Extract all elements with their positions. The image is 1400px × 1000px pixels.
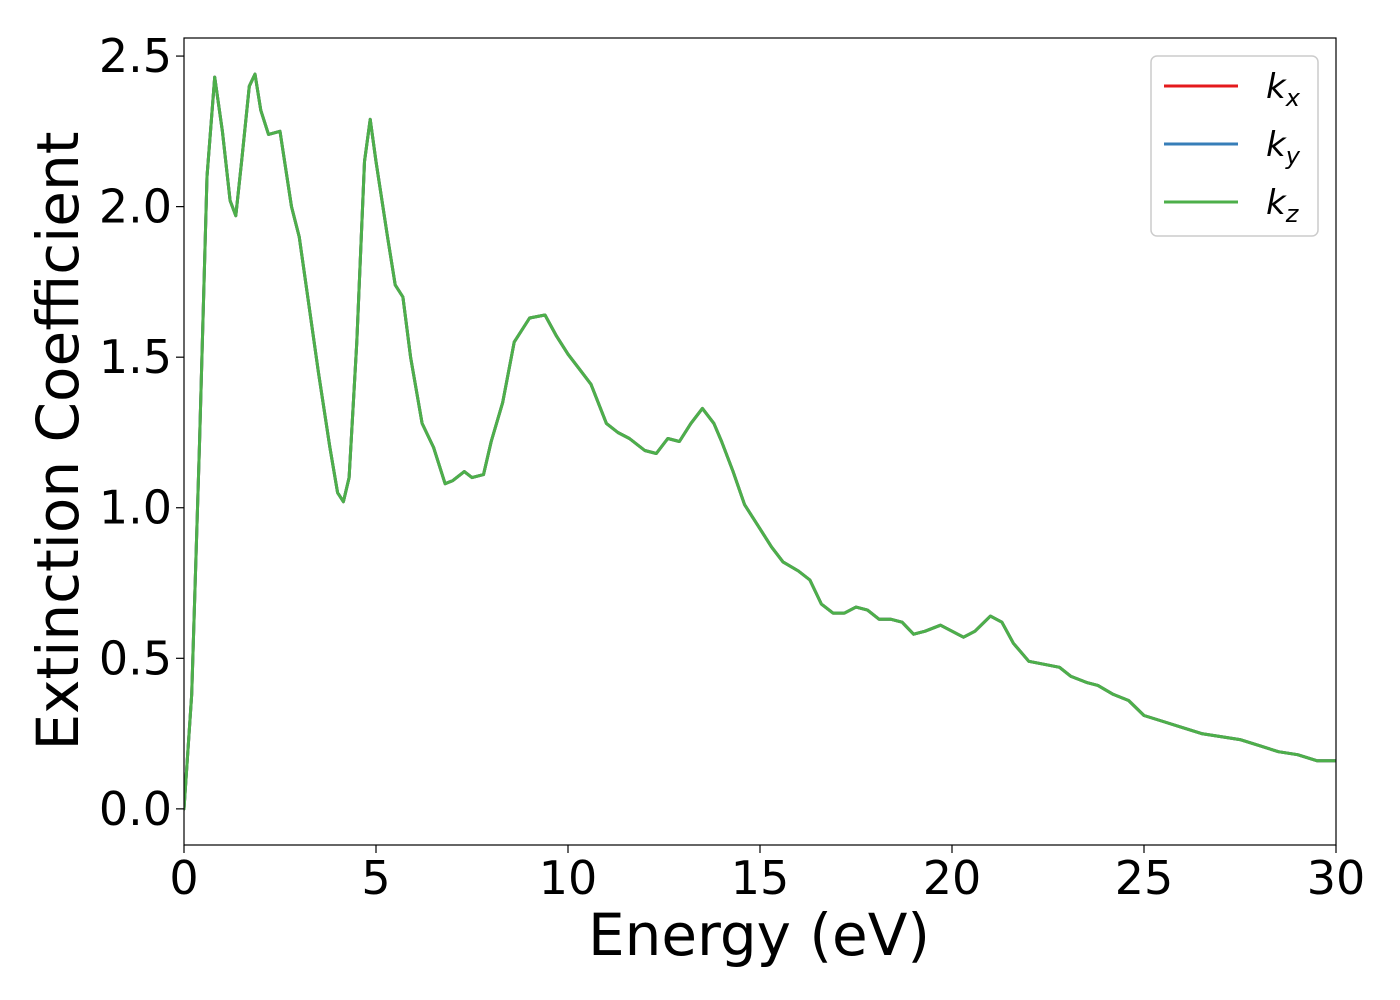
legend: kx ky kz — [1150, 55, 1319, 237]
series-lines — [184, 72, 1336, 811]
axes: 0 5 10 15 20 25 30 0.0 0.5 1.0 1.5 2.0 2.5 — [99, 29, 1365, 905]
x-tick-label: 5 — [361, 851, 390, 905]
x-tick-label: 25 — [1115, 851, 1174, 905]
y-tick-label: 0.0 — [99, 782, 172, 836]
x-tick-label: 20 — [923, 851, 982, 905]
y-tick-label: 2.0 — [99, 180, 172, 234]
x-tick-label: 15 — [731, 851, 790, 905]
y-tick-label: 2.5 — [99, 29, 172, 83]
legend-label-y: ky — [1266, 125, 1301, 170]
y-tick-label: 1.5 — [99, 330, 172, 384]
x-tick-label: 30 — [1307, 851, 1366, 905]
x-axis-title: Energy (eV) — [588, 901, 930, 969]
y-tick-label: 1.0 — [99, 481, 172, 535]
y-axis-title: Extinction Coefficient — [24, 132, 92, 751]
x-tick-label: 0 — [169, 851, 198, 905]
legend-box — [1150, 55, 1319, 237]
y-tick-label: 0.5 — [99, 631, 172, 685]
legend-label-x: kx — [1266, 67, 1301, 112]
series-line-k-z — [184, 72, 1336, 811]
x-tick-label: 10 — [539, 851, 598, 905]
legend-label-z: kz — [1266, 183, 1300, 228]
